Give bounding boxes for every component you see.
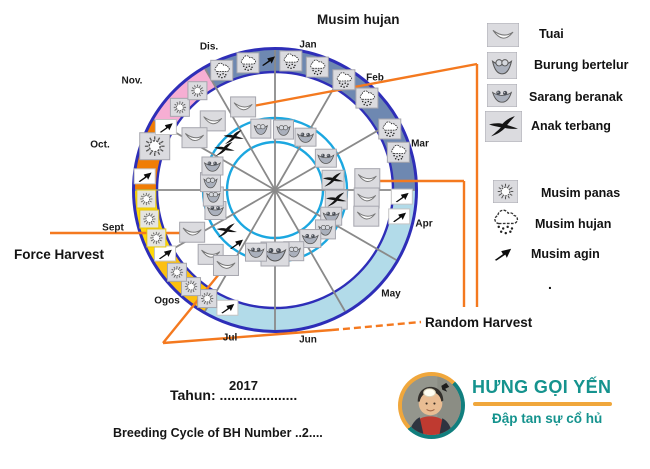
tahun-value: 2017 <box>229 378 258 393</box>
flying-bird-icon <box>485 111 522 142</box>
month-label-dis: Dis. <box>199 41 219 53</box>
arrow-icon-box <box>154 245 177 262</box>
legend-musim-agin-label: Musim agin <box>531 247 600 261</box>
tahun-line: Tahun: .................... <box>170 387 297 403</box>
arrow-icon-box <box>390 188 413 205</box>
month-label-jan: Jan <box>299 39 317 51</box>
force-harvest-label: Force Harvest <box>14 247 105 262</box>
callout-line <box>162 262 229 344</box>
rain-cloud-icon <box>494 209 519 235</box>
month-label-may: May <box>381 288 401 300</box>
outer-ring-outline <box>132 47 418 333</box>
avatar-person-illustration <box>402 376 461 435</box>
arrow-icon-box <box>154 119 177 135</box>
legend-anak-terbang-label: Anak terbang <box>531 119 611 133</box>
sector-spoke <box>274 189 346 312</box>
month-label-apr: Apr <box>415 218 433 230</box>
arrow-icon-box <box>216 299 239 316</box>
breeding-cycle-caption: Breeding Cycle of BH Number ..2.... <box>113 426 323 440</box>
callout-line <box>162 328 333 345</box>
legend-burung-bertelur-label: Burung bertelur <box>534 58 629 72</box>
legend-tuai-label: Tuai <box>539 27 564 41</box>
bird-icon <box>214 141 235 157</box>
sector-spoke <box>204 68 276 191</box>
month-band-jun <box>275 292 346 332</box>
nest-with-chicks-icon <box>487 84 517 107</box>
month-label-oct: Oct. <box>90 139 110 151</box>
avatar <box>398 372 465 439</box>
arrow-icon-box <box>133 168 156 185</box>
random-harvest-label: Random Harvest <box>425 315 533 330</box>
legend-musim-hujan-label: Musim hujan <box>535 217 612 231</box>
month-label-nov: Nov. <box>121 75 143 87</box>
title-musim-hujan: Musim hujan <box>317 12 400 27</box>
month-label-sept: Sept <box>102 222 124 234</box>
stray-dot: . <box>548 276 552 292</box>
callout-line <box>252 62 478 108</box>
crescent-nest-icon <box>487 23 519 47</box>
month-label-mar: Mar <box>411 138 429 150</box>
month-label-ogos: Ogos <box>154 295 180 307</box>
logo-subtitle: Đập tan sự cổ hủ <box>492 411 603 426</box>
month-label-feb: Feb <box>366 72 384 84</box>
avatar-photo <box>402 376 461 435</box>
month-band-may <box>334 249 398 313</box>
callout-line <box>331 320 422 332</box>
nest-with-eggs-icon <box>487 52 517 79</box>
logo-title: HƯNG GỌI YẾN <box>472 377 612 397</box>
tahun-label: Tahun: <box>170 387 216 403</box>
wind-arrow-icon <box>494 248 512 261</box>
arrow-icon-box <box>388 208 411 225</box>
legend-sarang-beranak-label: Sarang beranak <box>529 90 623 104</box>
month-label-jun: Jun <box>299 334 317 346</box>
month-label-jul: Jul <box>222 332 238 344</box>
sun-icon <box>493 180 518 203</box>
month-band-apr <box>377 190 417 261</box>
tahun-dots: .................... <box>219 387 298 403</box>
logo-underline <box>473 402 612 406</box>
legend-musim-panas-label: Musim panas <box>541 186 621 200</box>
